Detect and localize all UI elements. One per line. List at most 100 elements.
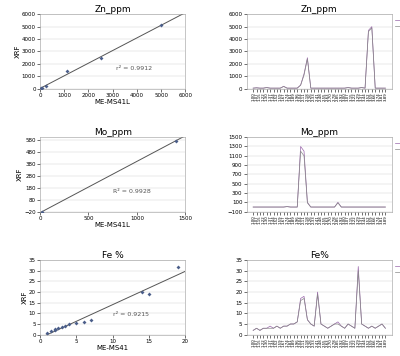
XRF (363, 205, 368, 209)
XRF (295, 205, 300, 209)
ME-MS43L (264, 326, 269, 330)
XRF (339, 86, 344, 90)
ME-MS43L (254, 86, 259, 90)
XRF (274, 205, 279, 209)
ME-MS43L (258, 86, 262, 90)
XRF (264, 85, 269, 90)
ME-MS43L (251, 328, 256, 333)
XRF (346, 322, 350, 326)
ME-MS43L (278, 86, 283, 90)
ME-MS43L (339, 86, 344, 90)
XRF (359, 322, 364, 326)
ME-MS43L (298, 83, 303, 87)
Text: R² = 0.9928: R² = 0.9928 (113, 189, 150, 194)
ME-MS43L (322, 86, 327, 90)
ME-MS43L (332, 322, 337, 326)
ME-MS43L (380, 322, 384, 326)
ME-MS43L (329, 86, 334, 90)
ME-MS43L (318, 322, 323, 326)
Line: ME-MS43L: ME-MS43L (253, 27, 385, 88)
ME-MS43L (329, 324, 334, 328)
ME-MS43L (366, 28, 371, 32)
Title: Mo_ppm: Mo_ppm (300, 128, 338, 137)
XRF (366, 326, 371, 330)
ME-MS43L (342, 326, 347, 330)
ME-MS43L (258, 328, 262, 333)
ME-MS43L (349, 205, 354, 209)
XRF (329, 205, 334, 209)
Y-axis label: XRF: XRF (17, 168, 23, 181)
ME-MS43L (288, 205, 293, 209)
Point (39, 85, 46, 91)
ME-MS43L (356, 265, 361, 269)
Point (43, 83, 49, 89)
XRF (380, 86, 384, 90)
Line: ME-MS43L: ME-MS43L (253, 147, 385, 207)
XRF (349, 205, 354, 209)
ME-MS43L (261, 205, 266, 209)
XRF (274, 324, 279, 328)
Point (73, 320, 80, 326)
XRF (370, 205, 374, 209)
XRF (281, 84, 286, 89)
ME-MS43L (359, 85, 364, 90)
XRF (305, 57, 310, 61)
XRF (292, 205, 296, 209)
Text: r² = 0.9912: r² = 0.9912 (116, 66, 152, 71)
ME-MS43L (285, 204, 290, 209)
ME-MS43L (285, 324, 290, 328)
Title: Fe%: Fe% (310, 251, 329, 260)
XRF (346, 85, 350, 90)
ME-MS43L (305, 56, 310, 60)
XRF (342, 205, 347, 209)
ME-MS43L (281, 324, 286, 328)
ME-MS43L (315, 290, 320, 294)
Title: Fe %: Fe % (102, 251, 124, 260)
Line: XRF: XRF (253, 151, 385, 207)
XRF (332, 322, 337, 326)
ME-MS43L (352, 205, 357, 209)
XRF (312, 324, 316, 328)
ME-MS43L (346, 322, 350, 326)
Legend: ME-MS43L, XRF: ME-MS43L, XRF (395, 140, 400, 152)
XRF (302, 296, 306, 300)
ME-MS43L (370, 324, 374, 328)
ME-MS43L (292, 86, 296, 90)
ME-MS43L (285, 86, 290, 90)
XRF (308, 322, 313, 326)
Line: ME-MS43L: ME-MS43L (253, 267, 385, 330)
XRF (325, 326, 330, 330)
Point (80, 319, 87, 325)
ME-MS43L (349, 86, 354, 90)
ME-MS43L (264, 205, 269, 209)
Point (48, 329, 54, 334)
XRF (295, 86, 300, 90)
ME-MS43L (383, 205, 388, 209)
XRF (359, 205, 364, 209)
ME-MS43L (288, 322, 293, 326)
XRF (312, 205, 316, 209)
XRF (281, 205, 286, 209)
XRF (342, 326, 347, 330)
XRF (349, 324, 354, 328)
Y-axis label: XRF: XRF (22, 290, 28, 304)
XRF (285, 324, 290, 328)
XRF (380, 322, 384, 326)
ME-MS43L (278, 326, 283, 330)
ME-MS43L (308, 205, 313, 209)
XRF (298, 298, 303, 303)
ME-MS43L (318, 86, 323, 90)
ME-MS43L (302, 149, 306, 153)
XRF (264, 326, 269, 330)
ME-MS43L (251, 86, 256, 90)
XRF (288, 86, 293, 90)
ME-MS43L (376, 86, 381, 90)
XRF (383, 205, 388, 209)
XRF (305, 318, 310, 322)
XRF (370, 26, 374, 30)
XRF (305, 201, 310, 205)
ME-MS43L (380, 205, 384, 209)
XRF (278, 205, 283, 209)
XRF (349, 86, 354, 90)
ME-MS43L (383, 326, 388, 330)
